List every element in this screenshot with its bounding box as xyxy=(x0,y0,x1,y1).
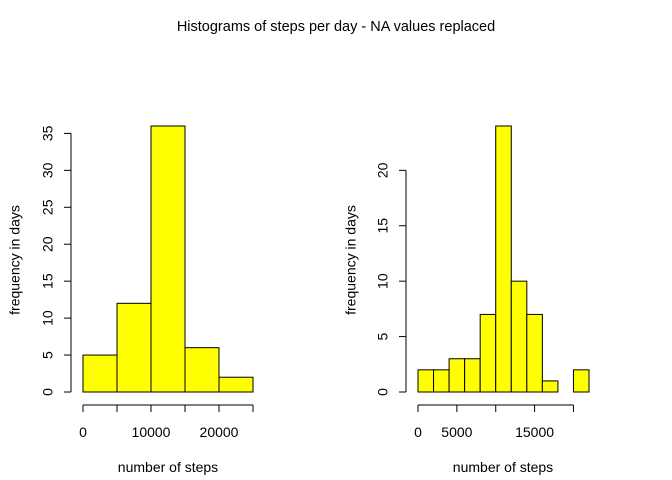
x-tick-label: 5000 xyxy=(441,424,472,440)
y-tick-label: 0 xyxy=(40,388,56,396)
histogram-bar xyxy=(433,369,450,393)
y-tick-label: 25 xyxy=(40,199,56,215)
histogram-panel-2: 0 5000 15000 0 5 10 15 20 number of steps frequen… xyxy=(343,125,590,475)
y-axis-title: frequency in days xyxy=(343,205,359,315)
histogram-bar xyxy=(479,313,497,393)
histogram-bar xyxy=(495,125,512,393)
y-tick-label: 10 xyxy=(375,273,391,289)
histogram-bar xyxy=(116,302,152,393)
y-tick-label: 35 xyxy=(40,125,56,141)
figure-title: Histograms of steps per day - NA values … xyxy=(176,19,496,35)
histogram-bar xyxy=(184,347,220,393)
x-tick-label: 0 xyxy=(414,424,422,440)
histogram-bar xyxy=(464,358,481,393)
x-tick-label: 0 xyxy=(79,424,87,440)
y-tick-label: 15 xyxy=(375,218,391,234)
histogram-bar xyxy=(218,376,254,393)
histogram-bar xyxy=(541,380,559,393)
histogram-bar xyxy=(448,358,466,393)
y-tick-label: 20 xyxy=(375,162,391,178)
histogram-bar xyxy=(150,125,186,393)
histogram-bar xyxy=(526,313,543,393)
histogram-panel-1: 0 10000 20000 0 5 10 15 20 25 30 35 number of steps… xyxy=(7,125,254,475)
y-tick-label: 0 xyxy=(375,388,391,396)
histogram-bar xyxy=(82,354,118,393)
y-tick-label: 30 xyxy=(40,162,56,178)
histogram-bar xyxy=(417,369,435,393)
histogram-bar xyxy=(510,280,528,393)
x-tick-label: 20000 xyxy=(200,424,239,440)
y-tick-label: 15 xyxy=(40,273,56,289)
x-tick-label: 15000 xyxy=(515,424,554,440)
x-axis-title: number of steps xyxy=(118,459,218,475)
y-tick-label: 5 xyxy=(375,332,391,340)
x-tick-label: 10000 xyxy=(132,424,171,440)
y-tick-label: 5 xyxy=(40,351,56,359)
y-tick-label: 20 xyxy=(40,236,56,252)
histogram-bar xyxy=(572,369,590,393)
y-axis-title: frequency in days xyxy=(7,205,23,315)
x-axis-title: number of steps xyxy=(453,459,553,475)
y-tick-label: 10 xyxy=(40,310,56,326)
